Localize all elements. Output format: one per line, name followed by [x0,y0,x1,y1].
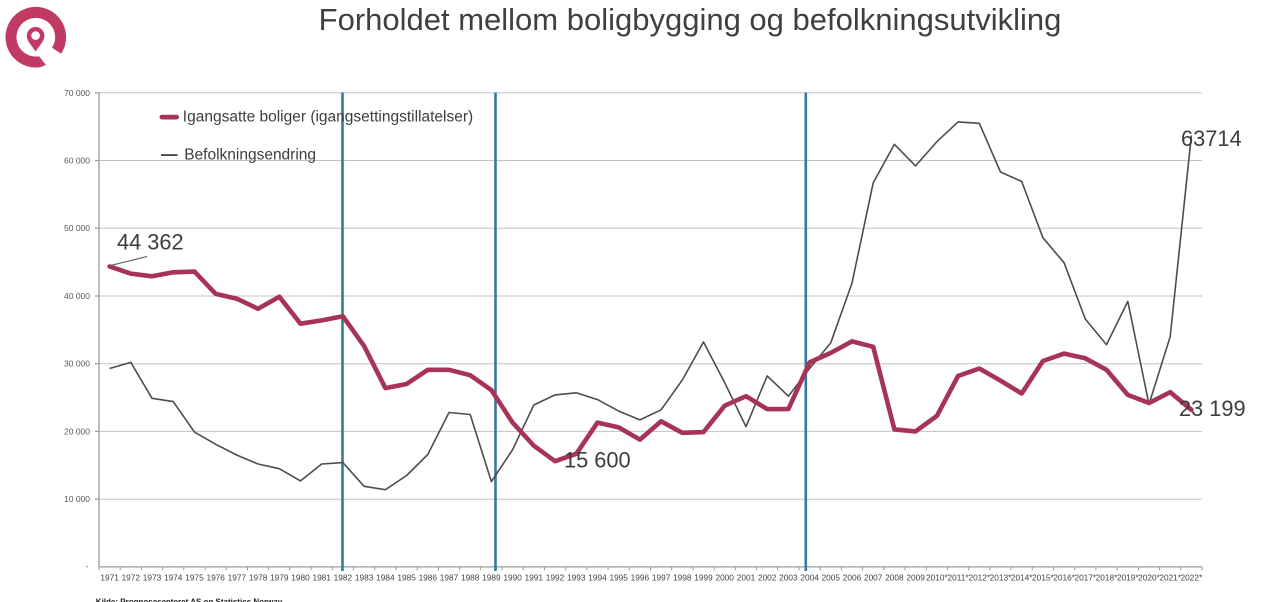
svg-text:1975: 1975 [185,573,204,583]
svg-text:1971: 1971 [100,573,119,583]
svg-text:1986: 1986 [419,573,438,583]
svg-text:1984: 1984 [376,573,395,583]
svg-text:1976: 1976 [206,573,225,583]
svg-text:-: - [86,561,89,571]
svg-text:15 600: 15 600 [564,448,631,473]
svg-text:2011*: 2011* [948,573,970,583]
svg-text:63714: 63714 [1181,126,1242,151]
svg-text:1998: 1998 [673,573,692,583]
svg-text:1999: 1999 [694,573,713,583]
svg-text:2017*: 2017* [1074,573,1096,583]
svg-text:1978: 1978 [249,573,268,583]
svg-text:2006: 2006 [843,573,862,583]
svg-text:2013*: 2013* [990,573,1012,583]
svg-text:40 000: 40 000 [64,291,90,301]
svg-text:1991: 1991 [525,573,544,583]
svg-text:2018*: 2018* [1096,573,1118,583]
svg-text:Igangsatte boliger (igangsetti: Igangsatte boliger (igangsettingstillate… [183,109,473,126]
svg-text:1992: 1992 [546,573,565,583]
svg-text:1994: 1994 [588,573,607,583]
svg-text:23 199: 23 199 [1179,396,1246,421]
svg-text:2022*: 2022* [1181,573,1203,583]
svg-text:1977: 1977 [228,573,247,583]
svg-text:1987: 1987 [440,573,459,583]
svg-text:Kilde: Prognosesenteret AS og: Kilde: Prognosesenteret AS og Statistics… [96,598,283,602]
svg-text:50 000: 50 000 [64,223,90,233]
svg-text:1989: 1989 [482,573,501,583]
svg-text:30 000: 30 000 [64,359,90,369]
svg-text:1985: 1985 [397,573,416,583]
svg-text:Befolkningsendring: Befolkningsendring [184,147,316,164]
svg-text:2019*: 2019* [1117,573,1139,583]
svg-text:2000: 2000 [715,573,734,583]
svg-text:1990: 1990 [503,573,522,583]
svg-text:2002: 2002 [758,573,777,583]
svg-text:44 362: 44 362 [117,230,184,255]
svg-text:1972: 1972 [122,573,141,583]
svg-text:2021*: 2021* [1159,573,1181,583]
svg-text:2003: 2003 [779,573,798,583]
svg-text:70 000: 70 000 [64,88,90,98]
svg-text:1973: 1973 [143,573,162,583]
svg-text:2001: 2001 [737,573,756,583]
svg-text:2008: 2008 [885,573,904,583]
svg-text:2020*: 2020* [1138,573,1160,583]
svg-text:Forholdet mellom boligbygging: Forholdet mellom boligbygging og befolkn… [319,2,1062,37]
svg-text:1982: 1982 [334,573,353,583]
svg-text:2010*: 2010* [926,573,948,583]
svg-text:1995: 1995 [609,573,628,583]
svg-text:1980: 1980 [291,573,310,583]
svg-text:1983: 1983 [355,573,374,583]
svg-text:1996: 1996 [631,573,650,583]
svg-text:1974: 1974 [164,573,183,583]
svg-text:2016*: 2016* [1053,573,1075,583]
svg-text:1993: 1993 [567,573,586,583]
svg-text:2007: 2007 [864,573,883,583]
svg-text:2009: 2009 [906,573,925,583]
svg-text:2015*: 2015* [1032,573,1054,583]
svg-text:1997: 1997 [652,573,671,583]
svg-text:20 000: 20 000 [64,426,90,436]
svg-text:2014*: 2014* [1011,573,1033,583]
svg-text:1979: 1979 [270,573,289,583]
svg-text:1981: 1981 [312,573,331,583]
svg-text:2005: 2005 [822,573,841,583]
svg-text:10 000: 10 000 [64,494,90,504]
svg-text:1988: 1988 [461,573,480,583]
svg-text:2004: 2004 [800,573,819,583]
svg-text:60 000: 60 000 [64,156,90,166]
svg-text:2012*: 2012* [968,573,990,583]
